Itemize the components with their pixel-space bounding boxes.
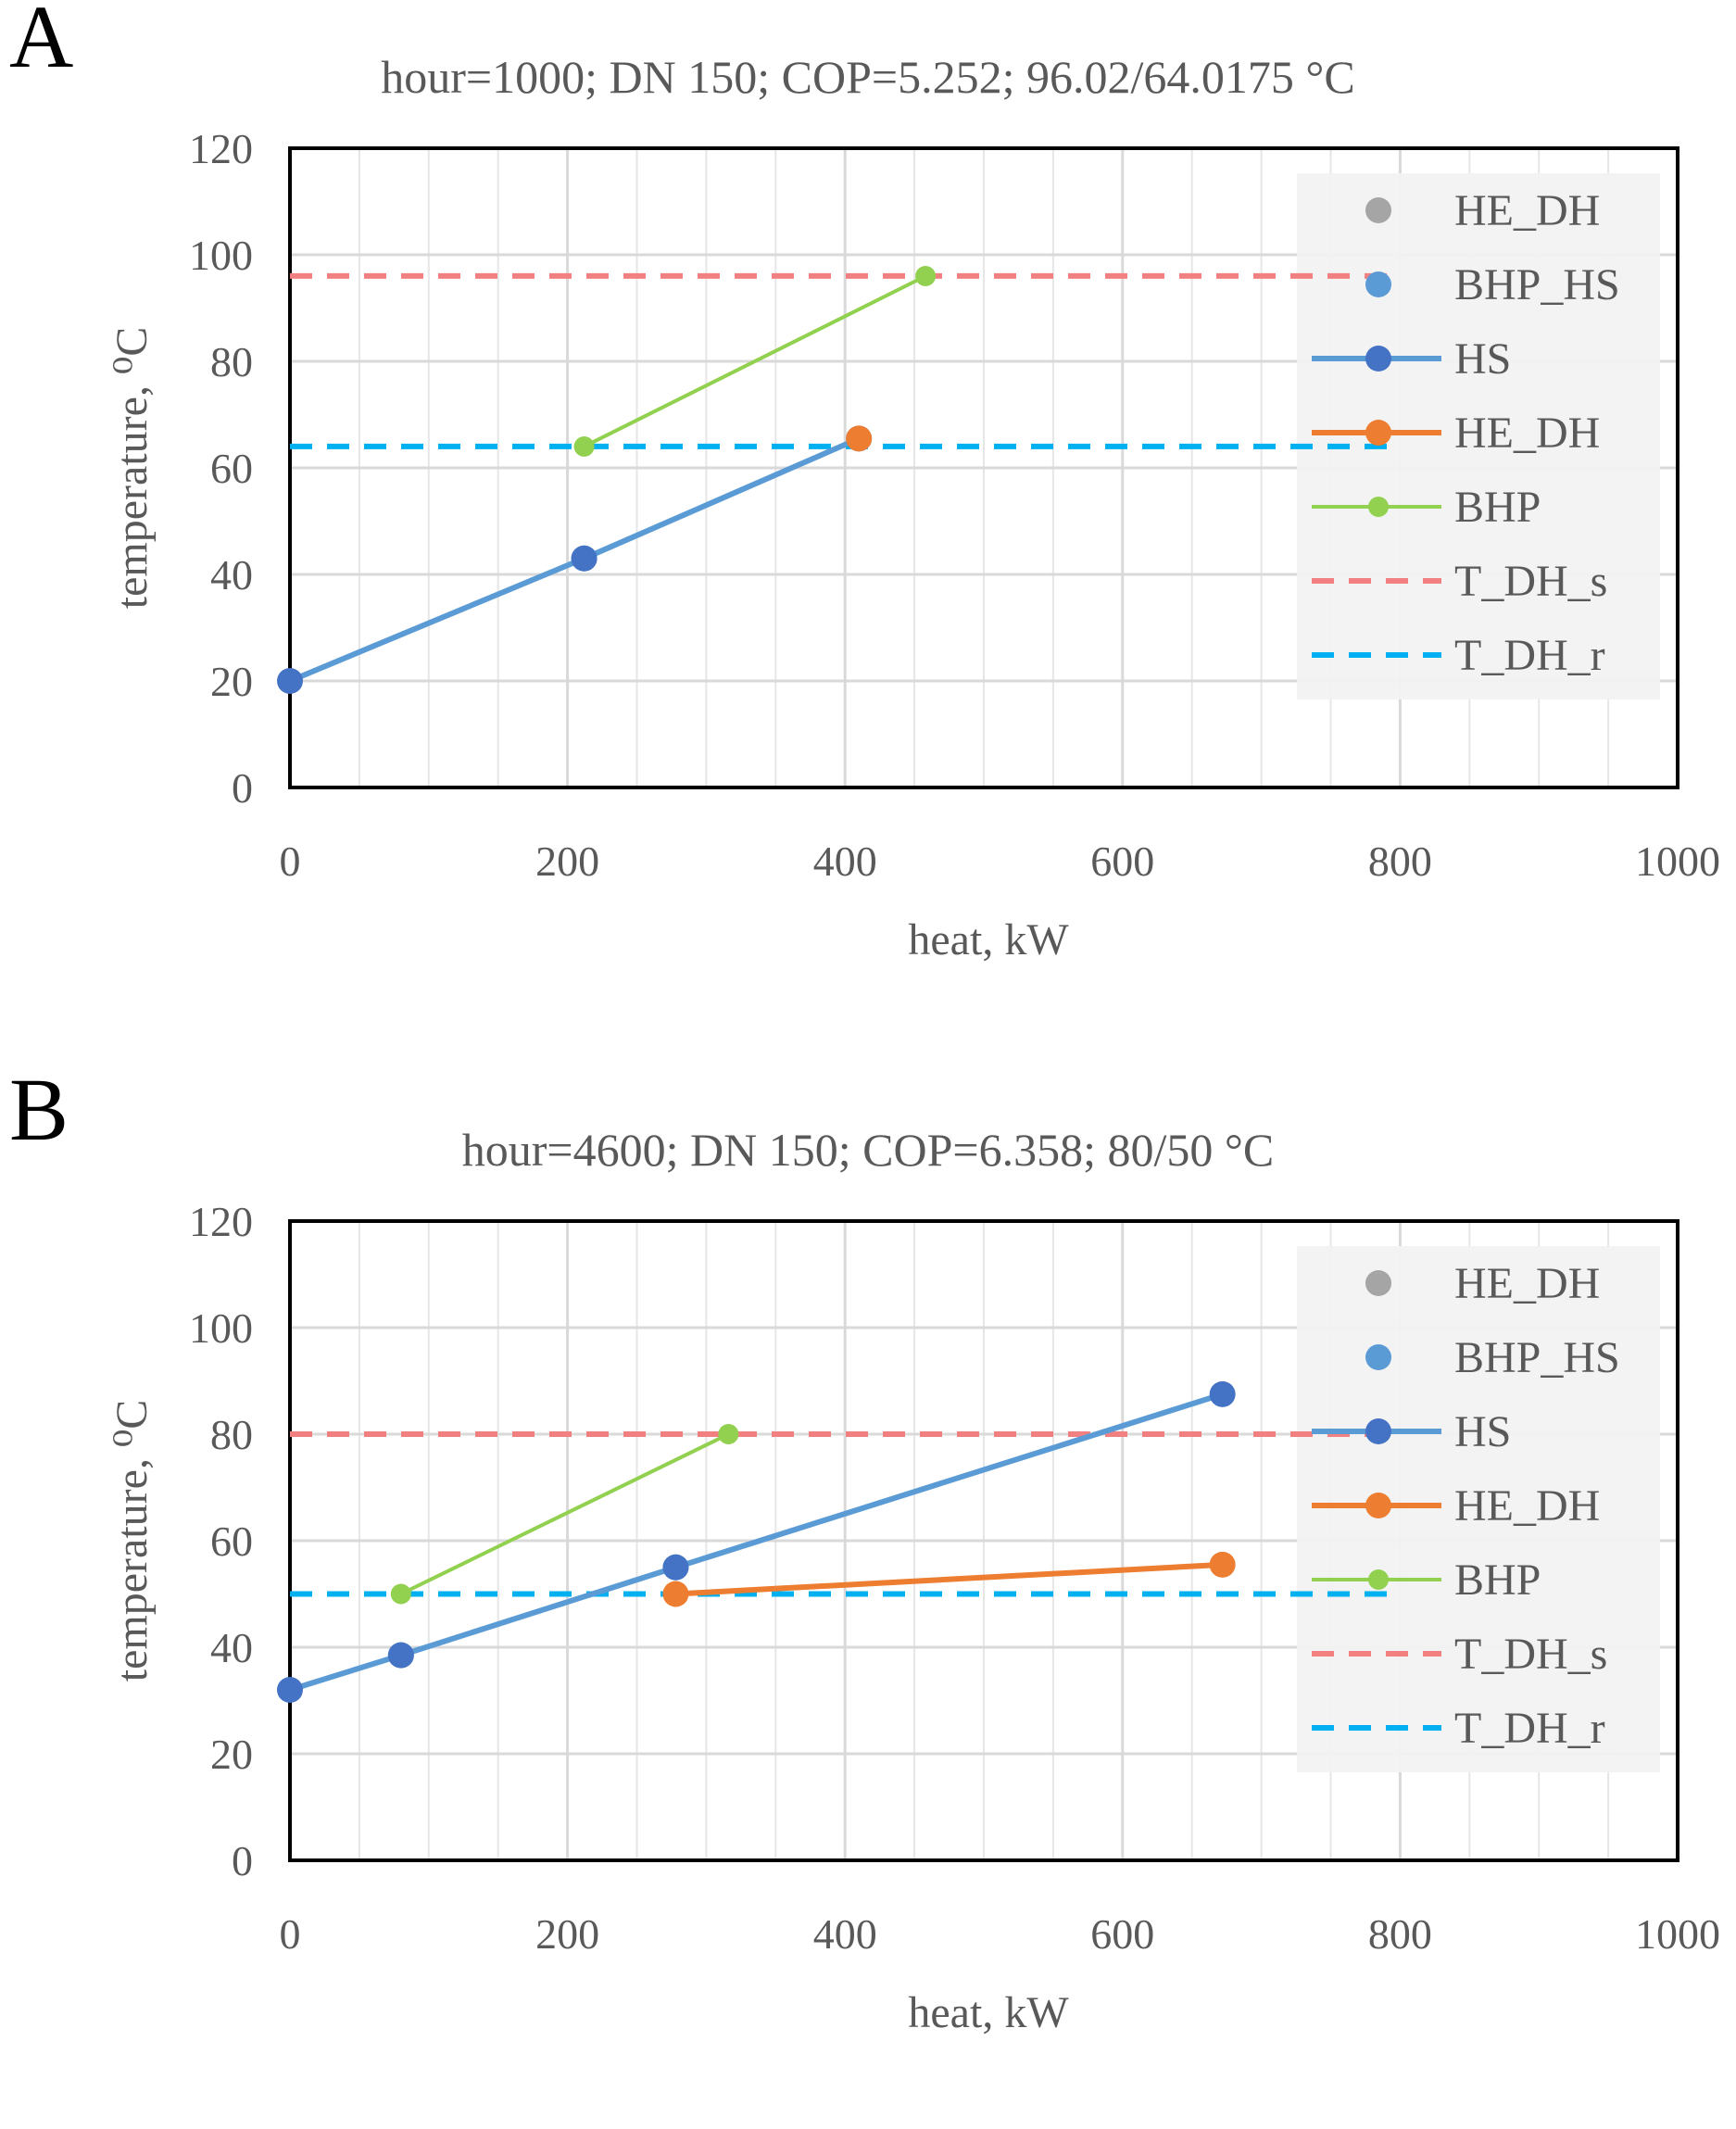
y-tick-label: 100 [189, 232, 253, 279]
x-tick-label: 0 [280, 838, 301, 885]
series-line [399, 1432, 730, 1596]
data-point [915, 266, 937, 286]
legend-label: HE_DH [1454, 1481, 1600, 1531]
x-tick-label: 600 [1090, 838, 1154, 885]
x-tick-label: 200 [535, 1910, 599, 1958]
y-tick-label: 20 [210, 658, 253, 705]
legend-swatch-marker [1365, 1493, 1391, 1518]
series-line [583, 274, 926, 448]
chart-panel-b: B hour=4600; DN 150; COP=6.358; 80/50 °C… [0, 1065, 1736, 2129]
legend-swatch-marker [1365, 1344, 1391, 1370]
legend-label: HE_DH [1454, 1259, 1600, 1308]
legend-label: T_DH_s [1454, 557, 1607, 606]
legend-swatch-marker [1365, 1418, 1391, 1444]
x-tick-label: 1000 [1635, 838, 1720, 885]
x-tick-label: 400 [813, 1910, 877, 1958]
legend-swatch-marker [1368, 497, 1389, 517]
chart-title: hour=1000; DN 150; COP=5.252; 96.02/64.0… [381, 51, 1355, 103]
plot-frame [288, 146, 1679, 789]
data-point [571, 545, 598, 572]
x-tick-label: 1000 [1635, 1910, 1720, 1958]
panel-letter: A [9, 0, 74, 86]
x-tick-label: 800 [1368, 1910, 1432, 1958]
x-axis-label: heat, kW [908, 1988, 1069, 2037]
x-tick-label: 200 [535, 838, 599, 885]
legend-swatch-marker [1365, 1270, 1391, 1296]
legend-label: T_DH_s [1454, 1630, 1607, 1679]
plot-frame [288, 1219, 1679, 1862]
x-axis-label: heat, kW [908, 915, 1069, 964]
legend-label: HE_DH [1454, 409, 1600, 458]
data-point [387, 1642, 414, 1669]
x-tick-label: 600 [1090, 1910, 1154, 1958]
legend-swatch-marker [1365, 197, 1391, 223]
y-axis-label: temperature, ⁰C [107, 327, 157, 609]
legend-swatch-marker [1365, 271, 1391, 297]
y-tick-label: 0 [232, 1837, 253, 1884]
data-point [846, 425, 873, 452]
chart-plot: 0 20 40 60 80 100 120 0 200 400 600 800 1000 heat, kW… [107, 125, 1720, 964]
y-tick-label: 20 [210, 1731, 253, 1778]
legend-label: T_DH_r [1454, 1704, 1605, 1753]
panel-letter: B [9, 1060, 69, 1159]
data-point [1209, 1551, 1236, 1578]
chart-panel-a: A hour=1000; DN 150; COP=5.252; 96.02/64… [0, 0, 1736, 1056]
y-axis-label: temperature, ⁰C [107, 1400, 157, 1682]
data-point [277, 1677, 303, 1703]
legend-label: BHP [1454, 1556, 1541, 1605]
x-tick-label: 800 [1368, 838, 1432, 885]
data-point [718, 1424, 739, 1444]
series-line [289, 1392, 1224, 1693]
legend-label: T_DH_r [1454, 631, 1605, 680]
legend-box [1297, 1246, 1660, 1772]
data-point [573, 436, 595, 457]
y-tick-label: 120 [189, 125, 253, 172]
legend-swatch-marker [1365, 420, 1391, 446]
y-tick-label: 80 [210, 1411, 253, 1458]
data-point [277, 668, 303, 694]
legend-swatch-marker [1365, 346, 1391, 372]
legend-label: HE_DH [1454, 186, 1600, 235]
y-tick-label: 60 [210, 1518, 253, 1565]
series-line [675, 1561, 1223, 1597]
y-tick-label: 120 [189, 1198, 253, 1245]
y-tick-label: 0 [232, 764, 253, 812]
data-point [662, 1554, 689, 1581]
x-tick-label: 0 [280, 1910, 301, 1958]
legend-box [1297, 173, 1660, 699]
y-tick-label: 100 [189, 1304, 253, 1352]
legend-label: HS [1454, 334, 1511, 384]
x-tick-label: 400 [813, 838, 877, 885]
chart-plot: 0 20 40 60 80 100 120 0 200 400 600 800 1000 heat, kW… [107, 1198, 1720, 2037]
data-point [662, 1581, 689, 1607]
legend-label: BHP [1454, 483, 1541, 532]
y-tick-label: 40 [210, 551, 253, 598]
data-point [390, 1583, 411, 1605]
y-tick-label: 40 [210, 1624, 253, 1671]
chart-title: hour=4600; DN 150; COP=6.358; 80/50 °C [461, 1124, 1275, 1176]
y-tick-label: 80 [210, 338, 253, 385]
legend-label: BHP_HS [1454, 260, 1620, 309]
data-point [1209, 1380, 1236, 1407]
y-tick-label: 60 [210, 445, 253, 492]
legend-swatch-marker [1368, 1569, 1389, 1590]
legend-label: BHP_HS [1454, 1333, 1620, 1382]
legend-label: HS [1454, 1407, 1511, 1456]
